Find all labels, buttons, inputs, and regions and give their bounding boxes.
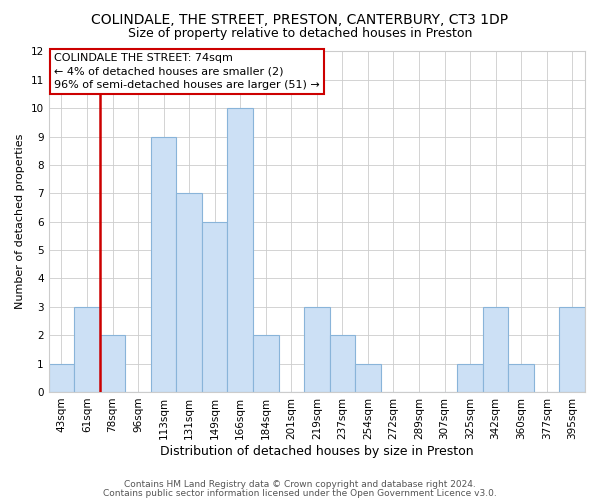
Text: COLINDALE, THE STREET, PRESTON, CANTERBURY, CT3 1DP: COLINDALE, THE STREET, PRESTON, CANTERBU… <box>91 12 509 26</box>
Y-axis label: Number of detached properties: Number of detached properties <box>15 134 25 310</box>
Bar <box>49 364 74 392</box>
Bar <box>202 222 227 392</box>
Text: Contains public sector information licensed under the Open Government Licence v3: Contains public sector information licen… <box>103 488 497 498</box>
Bar <box>100 335 125 392</box>
Bar <box>457 364 483 392</box>
Text: Size of property relative to detached houses in Preston: Size of property relative to detached ho… <box>128 28 472 40</box>
Bar <box>151 136 176 392</box>
Text: Contains HM Land Registry data © Crown copyright and database right 2024.: Contains HM Land Registry data © Crown c… <box>124 480 476 489</box>
Bar <box>74 307 100 392</box>
Bar <box>483 307 508 392</box>
Bar <box>355 364 380 392</box>
Bar <box>176 194 202 392</box>
Bar <box>329 335 355 392</box>
Bar <box>508 364 534 392</box>
Bar <box>304 307 329 392</box>
Bar <box>227 108 253 392</box>
Bar <box>559 307 585 392</box>
X-axis label: Distribution of detached houses by size in Preston: Distribution of detached houses by size … <box>160 444 473 458</box>
Bar <box>253 335 278 392</box>
Text: COLINDALE THE STREET: 74sqm
← 4% of detached houses are smaller (2)
96% of semi-: COLINDALE THE STREET: 74sqm ← 4% of deta… <box>54 53 320 90</box>
